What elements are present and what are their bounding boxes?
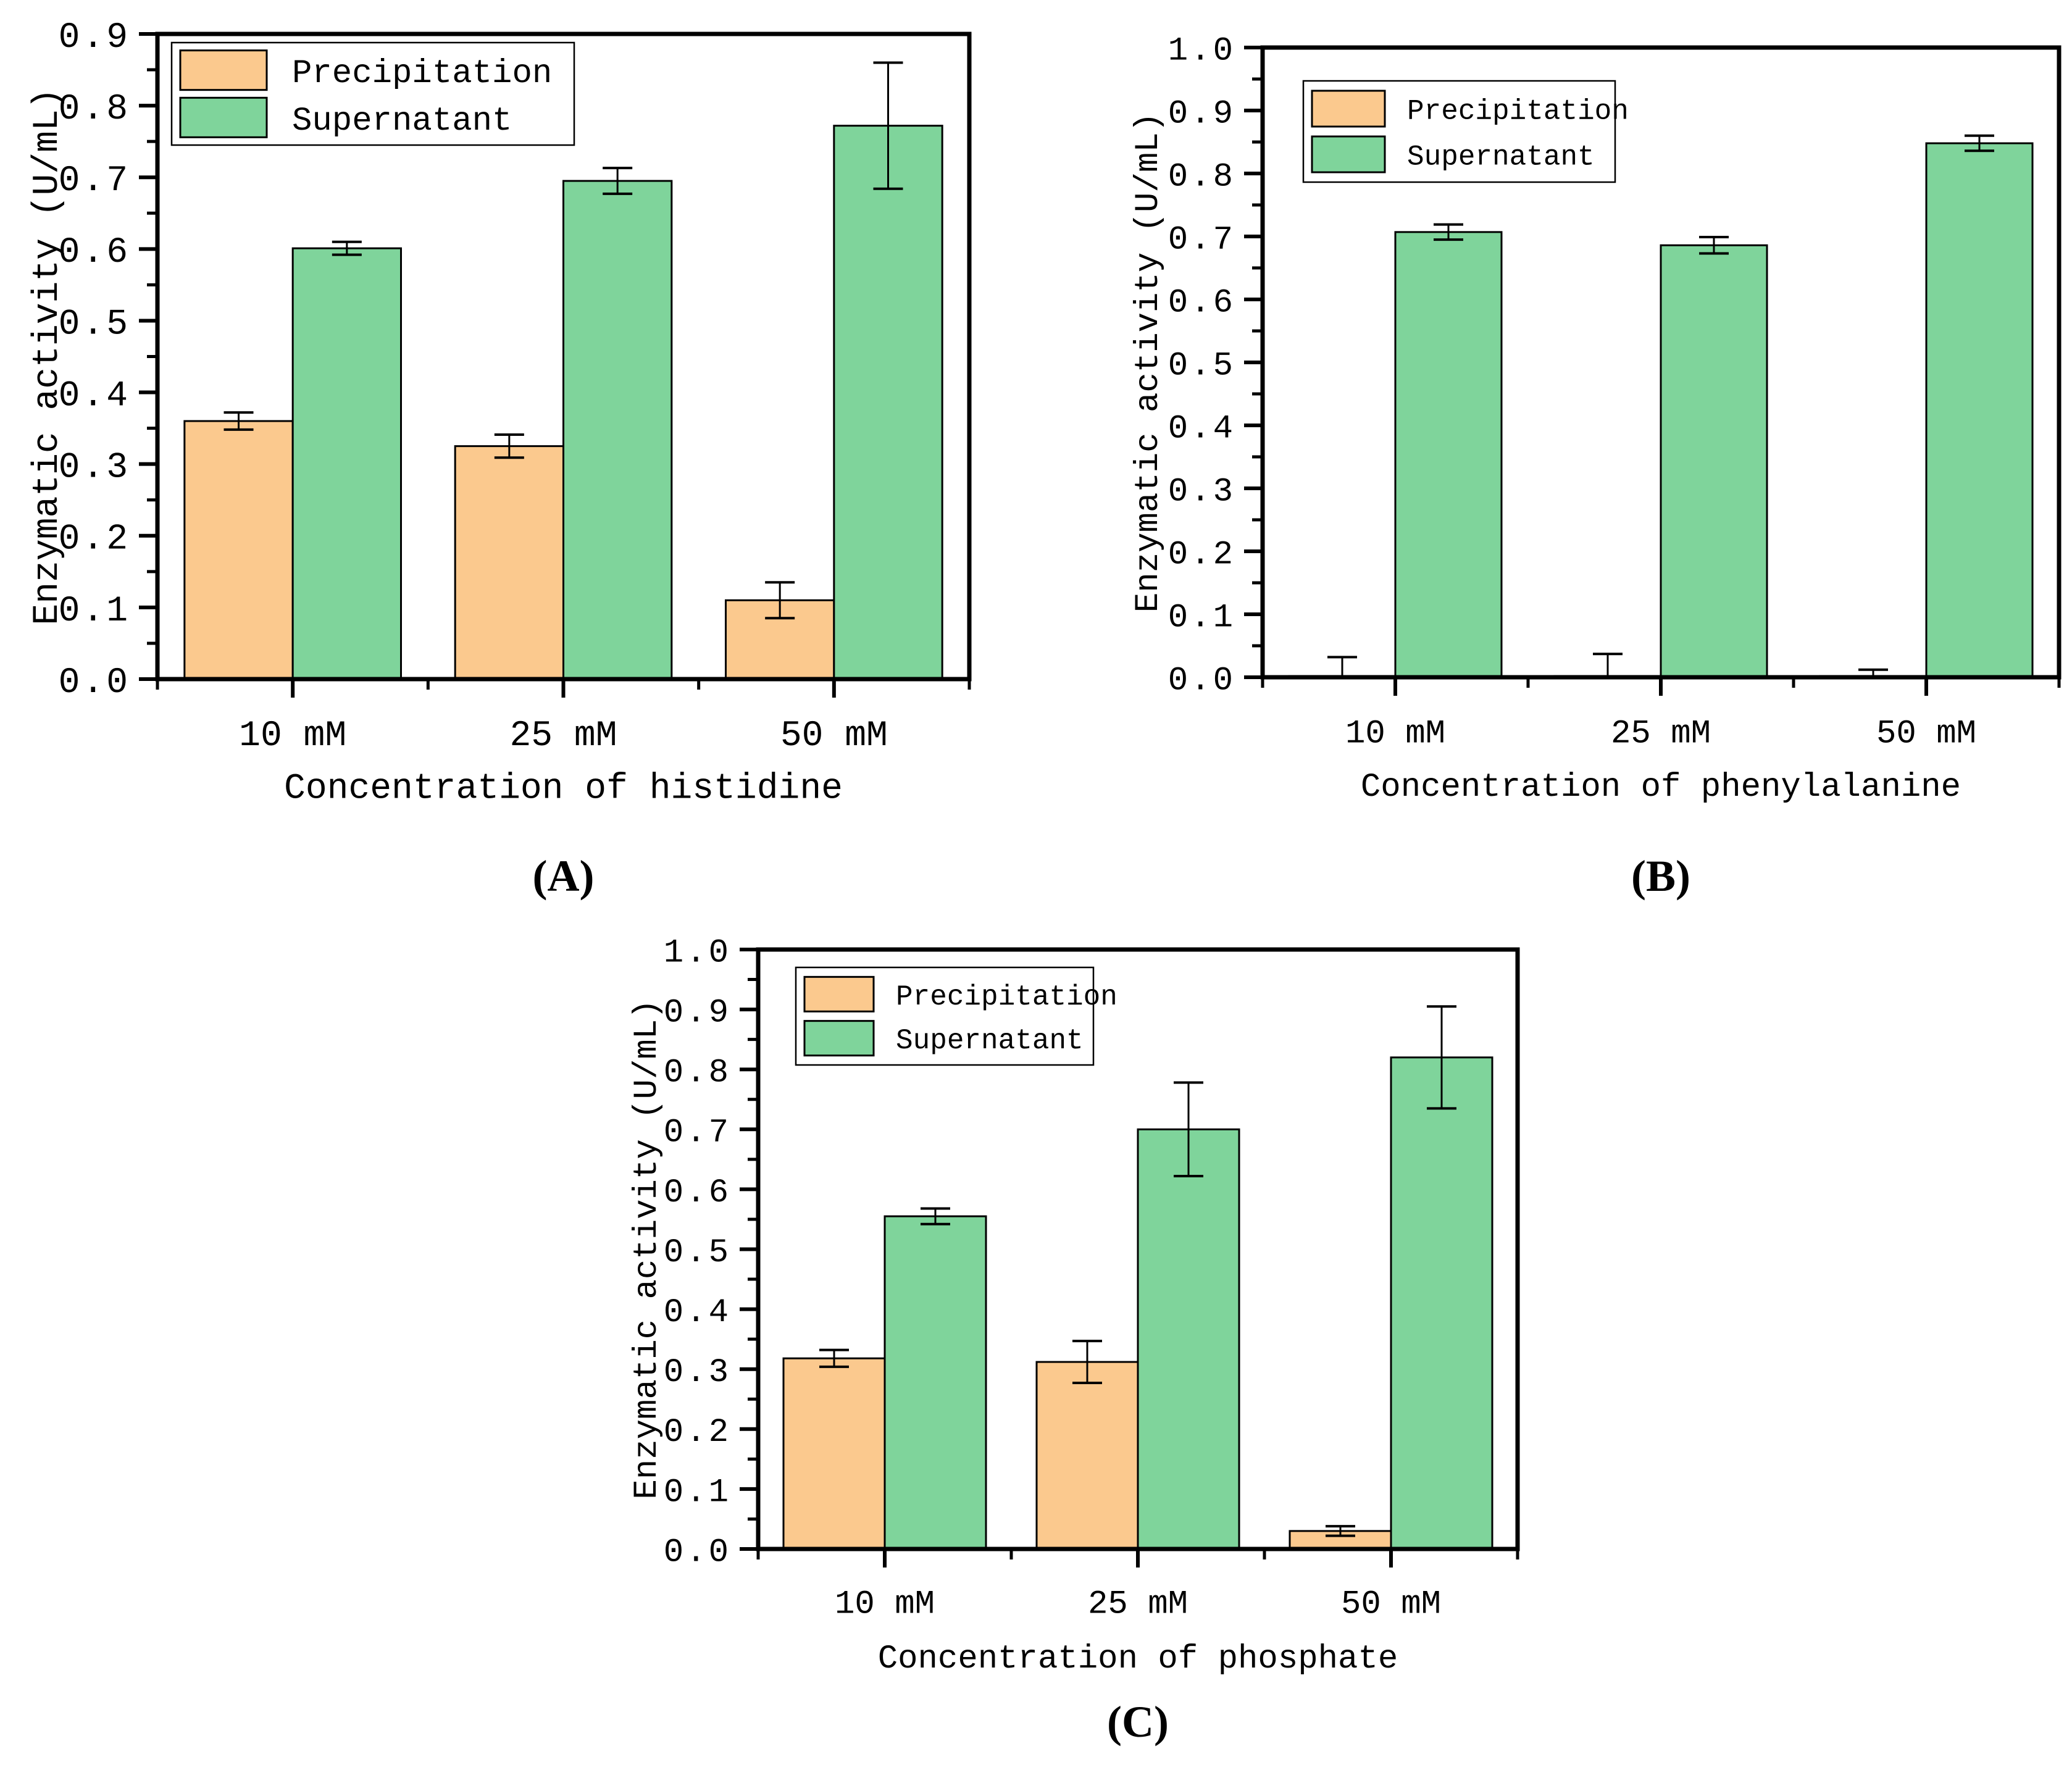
svg-text:50 mM: 50 mM — [1341, 1585, 1441, 1623]
caption-a: (A) — [532, 851, 595, 901]
svg-text:0.5: 0.5 — [664, 1234, 731, 1272]
svg-text:0.7: 0.7 — [1168, 221, 1235, 259]
svg-text:0.1: 0.1 — [664, 1474, 731, 1511]
svg-text:0.8: 0.8 — [664, 1054, 731, 1092]
svg-text:0.0: 0.0 — [1168, 662, 1235, 699]
svg-text:0.3: 0.3 — [1168, 473, 1235, 511]
svg-text:0.7: 0.7 — [59, 161, 130, 201]
svg-text:25 mM: 25 mM — [1088, 1585, 1188, 1623]
svg-text:50 mM: 50 mM — [1876, 715, 1976, 753]
svg-text:1.0: 1.0 — [664, 934, 731, 972]
svg-text:0.4: 0.4 — [1168, 410, 1235, 448]
svg-text:Precipitation: Precipitation — [292, 55, 552, 93]
svg-text:Concentration of phosphate: Concentration of phosphate — [878, 1640, 1398, 1678]
svg-text:Enzymatic activity (U/mL): Enzymatic activity (U/mL) — [629, 999, 666, 1499]
svg-text:Enzymatic activity (U/mL): Enzymatic activity (U/mL) — [1130, 112, 1168, 612]
svg-text:0.8: 0.8 — [59, 90, 130, 130]
svg-text:0.1: 0.1 — [59, 591, 130, 632]
svg-text:0.9: 0.9 — [1168, 95, 1235, 133]
svg-text:Enzymatic activity (U/mL): Enzymatic activity (U/mL) — [28, 88, 68, 625]
svg-text:Supernatant: Supernatant — [896, 1025, 1084, 1057]
svg-text:0.2: 0.2 — [59, 520, 130, 560]
svg-text:10 mM: 10 mM — [835, 1585, 935, 1623]
svg-text:0.3: 0.3 — [664, 1354, 731, 1392]
svg-text:Concentration of histidine: Concentration of histidine — [284, 769, 843, 809]
chart-histidine: 0.0 0.1 0.2 0.3 0.4 0.5 0.6 0.7 0.8 0.9 10 mM 25 mM… — [28, 18, 972, 809]
svg-text:0.0: 0.0 — [664, 1534, 731, 1571]
svg-text:0.0: 0.0 — [59, 663, 130, 703]
svg-text:0.6: 0.6 — [664, 1174, 731, 1212]
svg-text:0.9: 0.9 — [664, 995, 731, 1032]
svg-text:Concentration of phenylalanine: Concentration of phenylalanine — [1361, 769, 1961, 806]
svg-text:0.8: 0.8 — [1168, 158, 1235, 196]
chart-phosphate: 0.0 0.1 0.2 0.3 0.4 0.5 0.6 0.7 0.8 0.9 1.0 10 mM 25… — [629, 934, 1520, 1678]
svg-text:0.5: 0.5 — [1168, 347, 1235, 385]
svg-text:0.6: 0.6 — [59, 233, 130, 273]
caption-b: (B) — [1631, 851, 1690, 901]
svg-text:0.4: 0.4 — [664, 1294, 731, 1332]
svg-text:Supernatant: Supernatant — [292, 102, 512, 140]
svg-text:25 mM: 25 mM — [509, 716, 617, 756]
chart-phenylalanine: 0.0 0.1 0.2 0.3 0.4 0.5 0.6 0.7 0.8 0.9 1.0 10 mM 25… — [1130, 32, 2062, 806]
svg-text:Precipitation: Precipitation — [896, 981, 1117, 1013]
svg-text:0.7: 0.7 — [664, 1114, 731, 1152]
svg-text:Precipitation: Precipitation — [1407, 96, 1629, 128]
svg-text:25 mM: 25 mM — [1611, 715, 1711, 753]
caption-c: (C) — [1107, 1697, 1169, 1747]
svg-text:0.9: 0.9 — [59, 18, 130, 58]
svg-text:0.4: 0.4 — [59, 376, 130, 416]
svg-text:10 mM: 10 mM — [1345, 715, 1445, 753]
svg-text:0.1: 0.1 — [1168, 599, 1235, 637]
svg-text:0.2: 0.2 — [664, 1414, 731, 1451]
svg-text:1.0: 1.0 — [1168, 32, 1235, 70]
svg-text:0.3: 0.3 — [59, 448, 130, 488]
svg-text:Supernatant: Supernatant — [1407, 141, 1595, 173]
svg-text:0.2: 0.2 — [1168, 536, 1235, 574]
svg-text:0.6: 0.6 — [1168, 284, 1235, 322]
svg-text:50 mM: 50 mM — [780, 716, 888, 756]
svg-text:10 mM: 10 mM — [239, 716, 346, 756]
svg-text:0.5: 0.5 — [59, 304, 130, 344]
